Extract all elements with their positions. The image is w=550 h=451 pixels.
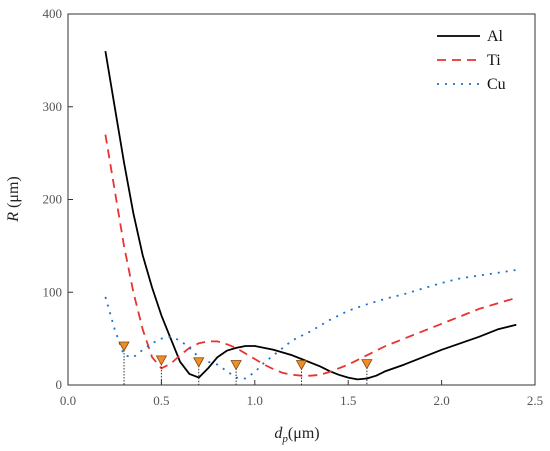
y-tick-label: 300 [43, 99, 63, 114]
minimum-marker [155, 355, 168, 366]
x-tick-label: 0.0 [60, 393, 76, 408]
plot-frame [67, 13, 536, 386]
y-tick-label: 400 [43, 6, 63, 21]
legend-label-ti: Ti [487, 52, 501, 69]
y-axis-label: R (μm) [5, 176, 22, 222]
minimum-marker [361, 359, 373, 370]
x-tick-label: 2.5 [527, 393, 543, 408]
legend-label-al: Al [487, 28, 504, 45]
y-axis-ticks: 0 100 200 300 400 [43, 6, 73, 392]
y-tick-label: 100 [43, 284, 63, 299]
plot-area: 0.0 0.5 1.0 1.5 2.0 2.5 0 100 200 300 400 [43, 6, 544, 408]
x-tick-label: 1.5 [340, 393, 356, 408]
x-axis-label: dp(μm) [274, 425, 319, 445]
minimum-marker [295, 360, 308, 371]
legend: Al Ti Cu [437, 28, 506, 93]
series-line-cu [104, 269, 517, 380]
series-layer [104, 50, 517, 381]
x-tick-label: 2.0 [433, 393, 449, 408]
marker-layer [118, 341, 373, 385]
series-line-al [104, 50, 517, 381]
minimum-marker [193, 357, 205, 368]
y-tick-label: 0 [56, 377, 63, 392]
minimum-marker [230, 360, 242, 371]
x-axis-ticks: 0.0 0.5 1.0 1.5 2.0 2.5 [60, 380, 543, 408]
legend-label-cu: Cu [487, 76, 506, 93]
x-tick-label: 1.0 [247, 393, 263, 408]
minimum-marker [118, 341, 130, 352]
y-tick-label: 200 [43, 192, 63, 207]
series-line-ti [104, 134, 517, 377]
x-tick-label: 0.5 [153, 393, 169, 408]
